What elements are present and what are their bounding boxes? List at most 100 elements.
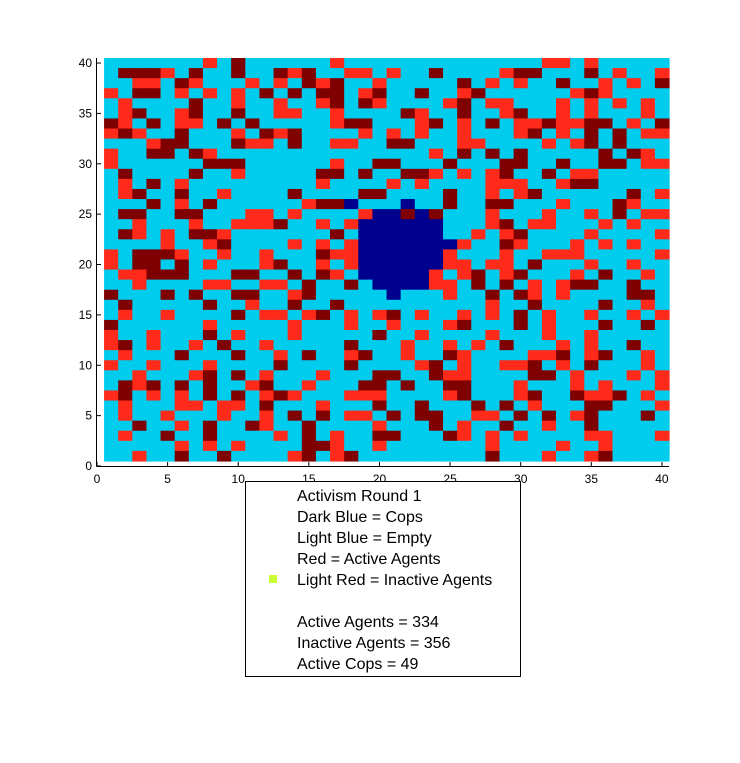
y-tick-label: 10 (79, 358, 93, 372)
grid-cell (443, 178, 458, 190)
grid-cell (513, 239, 529, 251)
grid-cell (570, 158, 585, 170)
grid-cell (527, 138, 543, 150)
grid-cell (118, 58, 133, 69)
grid-cell (428, 259, 444, 271)
grid-cell (259, 199, 275, 210)
grid-cell (457, 58, 472, 69)
grid-cell (202, 199, 218, 210)
grid-cell (188, 440, 204, 452)
grid-cell (217, 128, 232, 140)
grid-cell (231, 188, 246, 200)
grid-cell (287, 330, 303, 341)
grid-cell (626, 158, 642, 170)
grid-cell (414, 259, 430, 271)
grid-cell (358, 269, 374, 281)
grid-cell (118, 209, 133, 220)
grid-cell (160, 420, 176, 432)
grid-cell (457, 269, 472, 281)
grid-cell (414, 410, 430, 422)
grid-cell (471, 158, 486, 170)
grid-cell (287, 58, 303, 69)
legend-inactive-agents: Inactive Agents = 356 (297, 635, 451, 652)
grid-cell (414, 440, 430, 452)
grid-cell (584, 370, 599, 381)
grid-cell (358, 390, 374, 402)
grid-cell (654, 219, 670, 230)
grid-cell (428, 340, 444, 351)
grid-cell (273, 360, 289, 371)
grid-cell (231, 410, 246, 422)
grid-cell (118, 78, 133, 89)
grid-cell (499, 370, 515, 381)
grid-cell (626, 78, 642, 89)
grid-cell (174, 68, 190, 79)
grid-cell (174, 259, 190, 271)
grid-cell (358, 319, 374, 331)
grid-cell (612, 259, 628, 271)
grid-cell (612, 168, 628, 180)
grid-cell (132, 118, 148, 130)
grid-cell (245, 319, 261, 331)
grid-cell (584, 118, 599, 130)
grid-cell (541, 319, 557, 331)
grid-cell (570, 88, 585, 99)
grid-cell (259, 128, 275, 140)
grid-cell (471, 219, 486, 230)
grid-cell (570, 58, 585, 69)
grid-cell (527, 430, 543, 442)
grid-cell (273, 108, 289, 120)
grid-cell (188, 98, 204, 109)
grid-cell (315, 319, 331, 331)
grid-cell (344, 138, 359, 150)
grid-cell (231, 390, 246, 402)
grid-cell (287, 178, 303, 190)
grid-cell (330, 450, 345, 462)
grid-cell (414, 199, 430, 210)
grid-cell (443, 138, 458, 150)
grid-cell (400, 118, 416, 130)
grid-cell (330, 148, 345, 160)
grid-cell (202, 400, 218, 412)
grid-cell (570, 259, 585, 271)
grid-cell (400, 309, 416, 321)
grid-cell (556, 108, 571, 120)
grid-cell (259, 118, 275, 130)
grid-cell (584, 209, 599, 220)
grid-cell (174, 78, 190, 89)
grid-cell (513, 279, 529, 291)
grid-cell (654, 88, 670, 99)
grid-cell (315, 430, 331, 442)
grid-cell (245, 279, 261, 291)
grid-cell (556, 370, 571, 381)
grid-cell (400, 249, 416, 261)
grid-cell (344, 440, 359, 452)
grid-cell (626, 209, 642, 220)
grid-cell (541, 88, 557, 99)
grid-cell (527, 158, 543, 170)
grid-cell (428, 420, 444, 432)
grid-cell (428, 158, 444, 170)
grid-cell (626, 138, 642, 150)
grid-cell (301, 168, 317, 180)
grid-cell (273, 138, 289, 150)
grid-cell (146, 350, 162, 361)
grid-cell (386, 410, 402, 422)
grid-cell (414, 289, 430, 301)
grid-cell (217, 209, 232, 220)
grid-cell (443, 269, 458, 281)
grid-cell (301, 269, 317, 281)
grid-cell (428, 178, 444, 190)
grid-cell (598, 299, 614, 311)
grid-cell (273, 88, 289, 99)
grid-cell (612, 158, 628, 170)
grid-cell (640, 78, 656, 89)
grid-cell (570, 269, 585, 281)
grid-cell (556, 350, 571, 361)
grid-cell (443, 390, 458, 402)
grid-cell (188, 330, 204, 341)
grid-cell (626, 420, 642, 432)
grid-cell (654, 58, 670, 69)
grid-cell (541, 340, 557, 351)
